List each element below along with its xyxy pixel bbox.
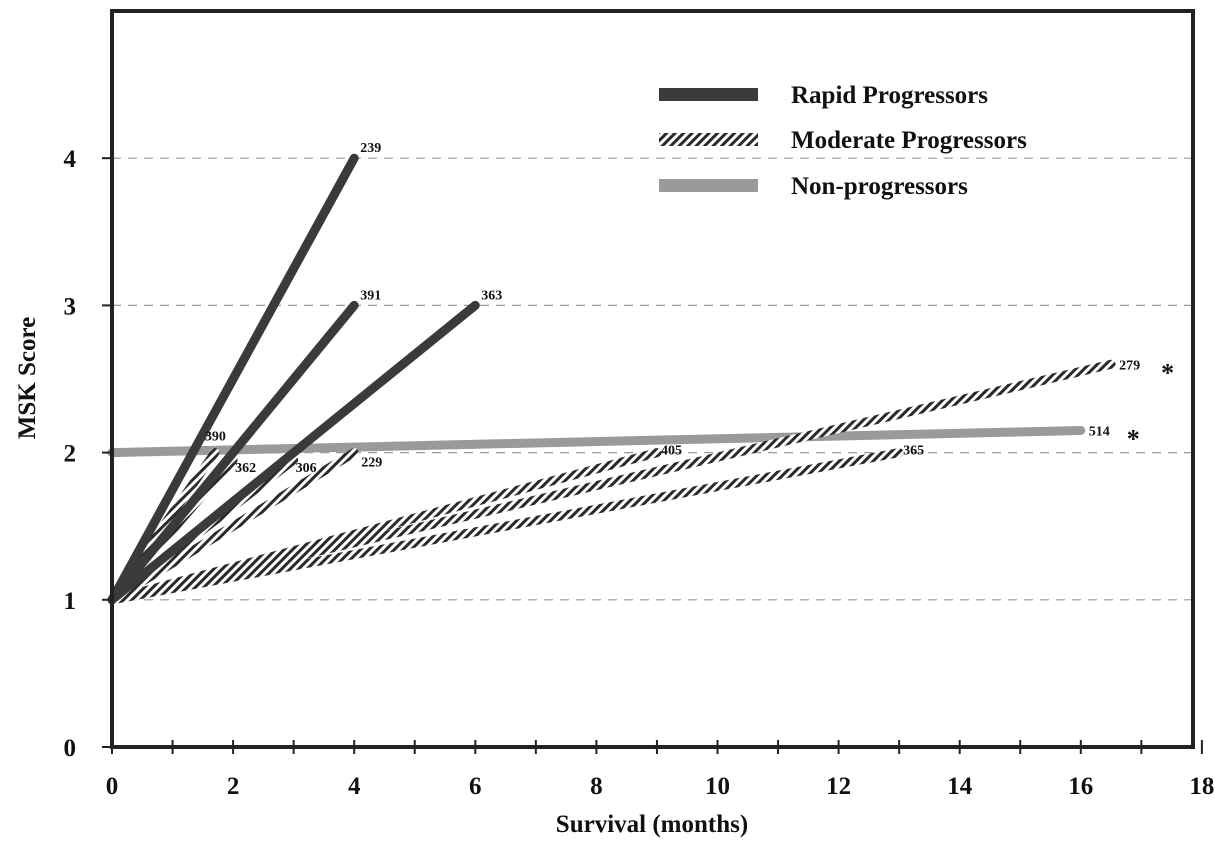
data-label-390: 390	[205, 430, 226, 445]
data-label-229: 229	[361, 456, 382, 471]
x-tick-label: 0	[106, 773, 119, 800]
data-labels: 239 391 363 390 362 306 229 405 365 279 * 514 *	[205, 141, 1174, 476]
series-line-365	[107, 448, 904, 605]
plot-border	[110, 9, 1195, 749]
y-tick-label: 0	[64, 735, 77, 762]
data-label-306: 306	[296, 461, 317, 476]
x-tick-label: 18	[1189, 773, 1214, 800]
legend: Rapid Progressors Moderate Progressors Non…	[659, 82, 1027, 200]
series-line-514	[107, 426, 1086, 458]
legend-label-3: Non-progressors	[791, 173, 968, 200]
legend-label-1: Rapid Progressors	[791, 82, 988, 109]
x-tick-label: 10	[705, 773, 730, 800]
x-tick-label: 14	[947, 773, 973, 800]
series-line-239	[107, 153, 359, 605]
series-line-229	[107, 448, 359, 605]
x-tick-label: 12	[826, 773, 851, 800]
series-line-391	[107, 300, 359, 605]
y-tick-label: 2	[64, 441, 77, 468]
data-label-239: 239	[360, 141, 381, 156]
data-label-279: 279	[1119, 358, 1140, 373]
x-tick-label: 6	[469, 773, 482, 800]
data-label-362: 362	[235, 461, 256, 476]
x-tick-label: 4	[348, 773, 361, 800]
annotation-star: *	[1161, 358, 1174, 387]
data-label-405: 405	[661, 444, 682, 459]
legend-label-2: Moderate Progressors	[791, 127, 1027, 154]
plot-frame	[110, 9, 1195, 749]
x-axis-title: Survival (months)	[556, 811, 748, 838]
y-tick-label: 4	[64, 146, 77, 173]
x-tick-label: 8	[590, 773, 603, 800]
y-axis-title: MSK Score	[14, 317, 41, 439]
legend-swatch-1	[659, 88, 758, 101]
legend-swatch-2	[659, 133, 758, 146]
x-tick-label: 16	[1068, 773, 1093, 800]
series-group	[107, 153, 1116, 605]
series-line-279	[107, 359, 1116, 605]
annotation-star: *	[1127, 425, 1140, 454]
y-tick-label: 1	[64, 588, 77, 615]
x-tick-label: 2	[227, 773, 240, 800]
data-label-514: 514	[1089, 425, 1110, 440]
series-line-363	[107, 300, 480, 605]
legend-swatch-3	[659, 179, 758, 192]
data-label-365: 365	[903, 444, 924, 459]
data-label-391: 391	[360, 288, 381, 303]
data-label-363: 363	[481, 288, 502, 303]
y-tick-label: 3	[64, 293, 77, 320]
